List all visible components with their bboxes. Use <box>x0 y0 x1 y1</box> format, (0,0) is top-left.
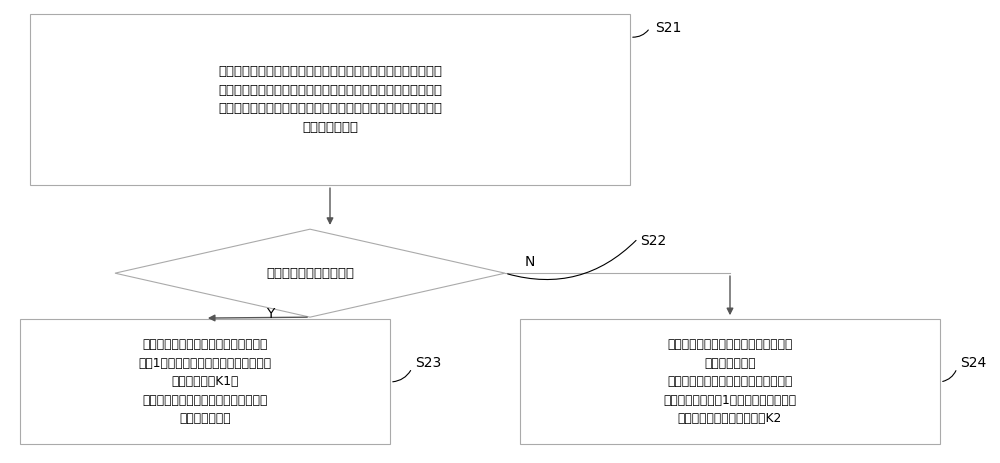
FancyBboxPatch shape <box>20 319 390 444</box>
Text: 建立行驶状态表，记录每一台机动车的行驶状态，所述行驶状态
包括每一台机动车在越过停止线之前遇红灯的停车等待次数；其
中某一机动车首次写入所述行驶状态表时，遇红灯: 建立行驶状态表，记录每一台机动车的行驶状态，所述行驶状态 包括每一台机动车在越过… <box>218 65 442 134</box>
Text: S23: S23 <box>415 357 441 370</box>
Polygon shape <box>115 229 505 317</box>
Text: S24: S24 <box>960 357 986 370</box>
FancyBboxPatch shape <box>520 319 940 444</box>
Text: S22: S22 <box>640 234 666 248</box>
Text: S21: S21 <box>655 21 681 35</box>
Text: 对于第一方向，将已有机动车的停车次
数加1，并获取第一方向上遇红灯的最高
停车等待次数K1；
对于第二方向，将越过停止线的机动车
从列表中清除；: 对于第一方向，将已有机动车的停车次 数加1，并获取第一方向上遇红灯的最高 停车等… <box>138 338 272 425</box>
Text: 对于第一方向，将越过停止线的机动车
从列表中清除；
对于第二方向，将已有机动车的遇红灯
的停车等待次数加1，并获取第二方向上
遇红灯的最高停车等待次数K2: 对于第一方向，将越过停止线的机动车 从列表中清除； 对于第二方向，将已有机动车的… <box>663 338 797 425</box>
Text: N: N <box>525 255 535 269</box>
FancyBboxPatch shape <box>30 14 630 185</box>
Text: 第一方向是否为红灯状态: 第一方向是否为红灯状态 <box>266 267 354 280</box>
Text: Y: Y <box>266 307 274 321</box>
